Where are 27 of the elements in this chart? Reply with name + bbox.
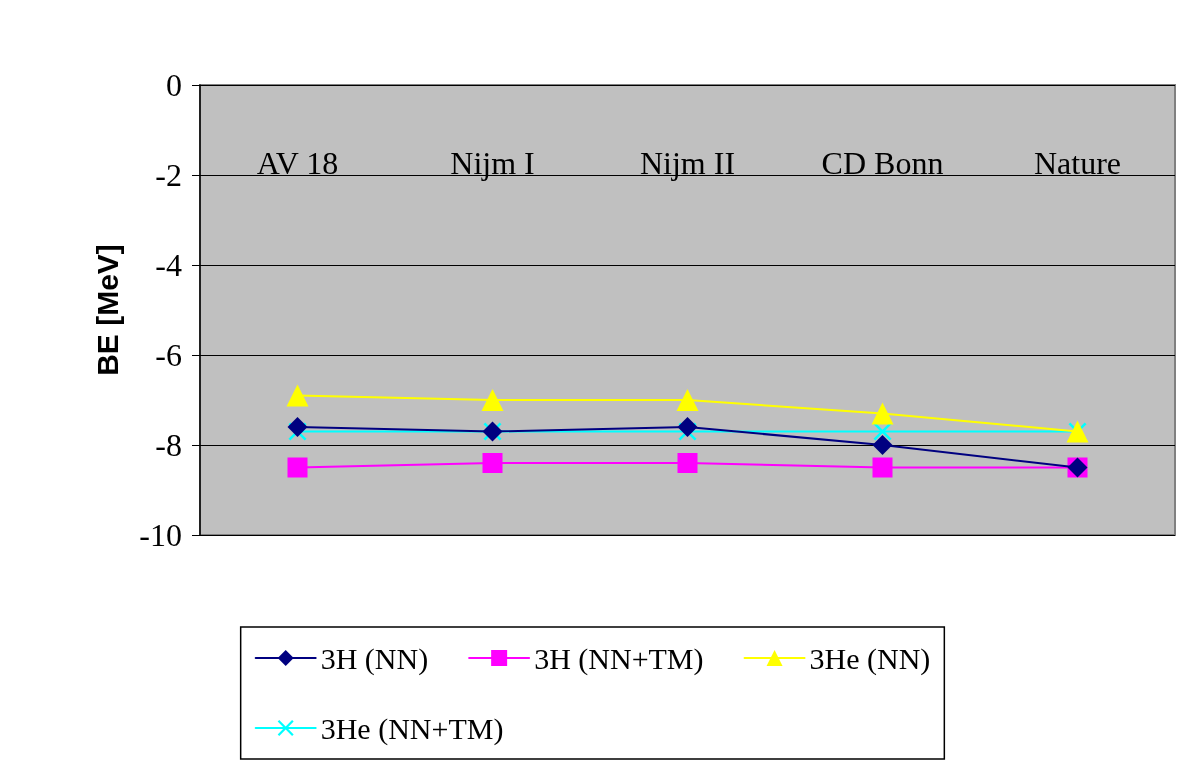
point: [677, 417, 698, 437]
point: [482, 453, 503, 473]
x-tick-label: Nijm II: [639, 145, 736, 181]
point: [872, 457, 893, 478]
point: [286, 384, 309, 407]
y-tick-label: 0: [166, 67, 182, 103]
x-tick-label: CD Bonn: [821, 145, 944, 181]
legend-label: 3He (NN+TM): [320, 711, 504, 746]
y-tick-label: -2: [155, 157, 182, 193]
x-tick-label: Nijm I: [450, 145, 535, 181]
x-tick-label: AV 18: [256, 145, 339, 181]
x-tick-label: Nature: [1033, 145, 1122, 181]
y-axis-title: BE [MeV]: [90, 244, 124, 376]
point: [287, 457, 308, 478]
point: [287, 417, 308, 437]
point: [676, 389, 699, 411]
y-tick-label: -6: [155, 337, 182, 373]
y-tick-label: -10: [139, 517, 182, 553]
point: [871, 402, 894, 425]
y-tick-label: -8: [155, 427, 182, 463]
legend-label: 3H (NN+TM): [534, 641, 704, 676]
legend-label: 3H (NN): [320, 641, 429, 676]
y-tick-label: -4: [155, 247, 182, 283]
point: [872, 435, 893, 455]
point: [677, 453, 698, 473]
point: [481, 389, 504, 411]
legend-label: 3He (NN): [809, 641, 931, 676]
